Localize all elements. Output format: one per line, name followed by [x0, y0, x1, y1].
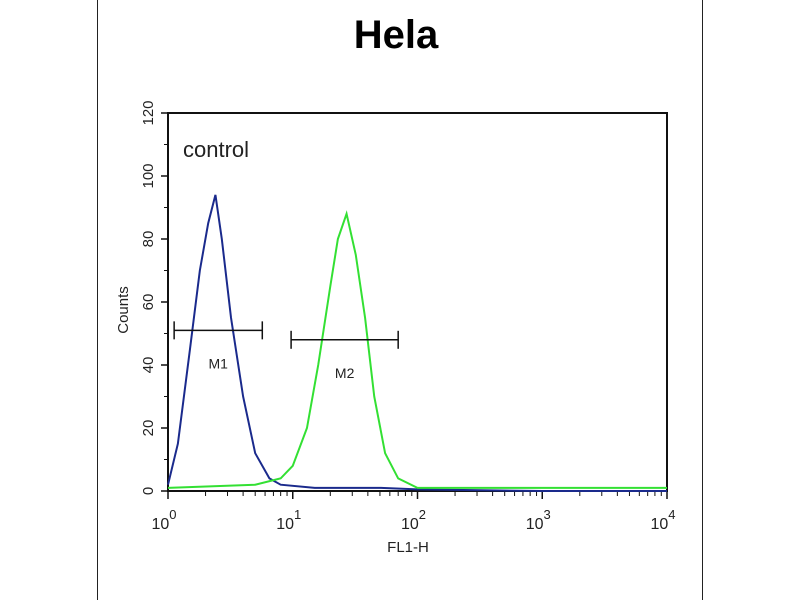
x-tick-base: 10	[401, 516, 419, 533]
histogram-series-2	[167, 210, 667, 489]
x-tick-label: 104	[650, 507, 675, 533]
x-tick-label: 101	[276, 507, 301, 533]
x-tick-exponent: 3	[544, 507, 551, 522]
y-tick-label: 0	[140, 487, 157, 495]
x-tick-exponent: 0	[169, 507, 176, 522]
figure-frame	[97, 0, 703, 600]
histogram-series-1	[167, 194, 667, 492]
control-annotation: control	[183, 137, 249, 162]
y-tick-label: 120	[140, 100, 157, 125]
x-tick-base: 10	[276, 516, 294, 533]
y-tick-label: 60	[140, 294, 157, 311]
x-axis-label: FL1-H	[387, 539, 429, 556]
x-tick-label: 100	[151, 507, 176, 533]
x-tick-exponent: 4	[668, 507, 675, 522]
y-tick-label: 100	[140, 163, 157, 188]
x-tick-label: 102	[401, 507, 426, 533]
marker-label: M2	[335, 365, 355, 381]
x-tick-base: 10	[151, 516, 169, 533]
x-tick-base: 10	[526, 516, 544, 533]
y-axis-label: Counts	[115, 286, 132, 334]
plot-area	[167, 112, 668, 492]
chart-title: Hela	[354, 13, 439, 57]
x-tick-exponent: 2	[419, 507, 426, 522]
y-tick-label: 80	[140, 231, 157, 248]
marker-label: M1	[208, 355, 228, 371]
y-tick-label: 40	[140, 357, 157, 374]
x-tick-label: 103	[526, 507, 551, 533]
x-tick-exponent: 1	[294, 507, 301, 522]
y-tick-label: 20	[140, 420, 157, 437]
x-tick-base: 10	[650, 516, 668, 533]
